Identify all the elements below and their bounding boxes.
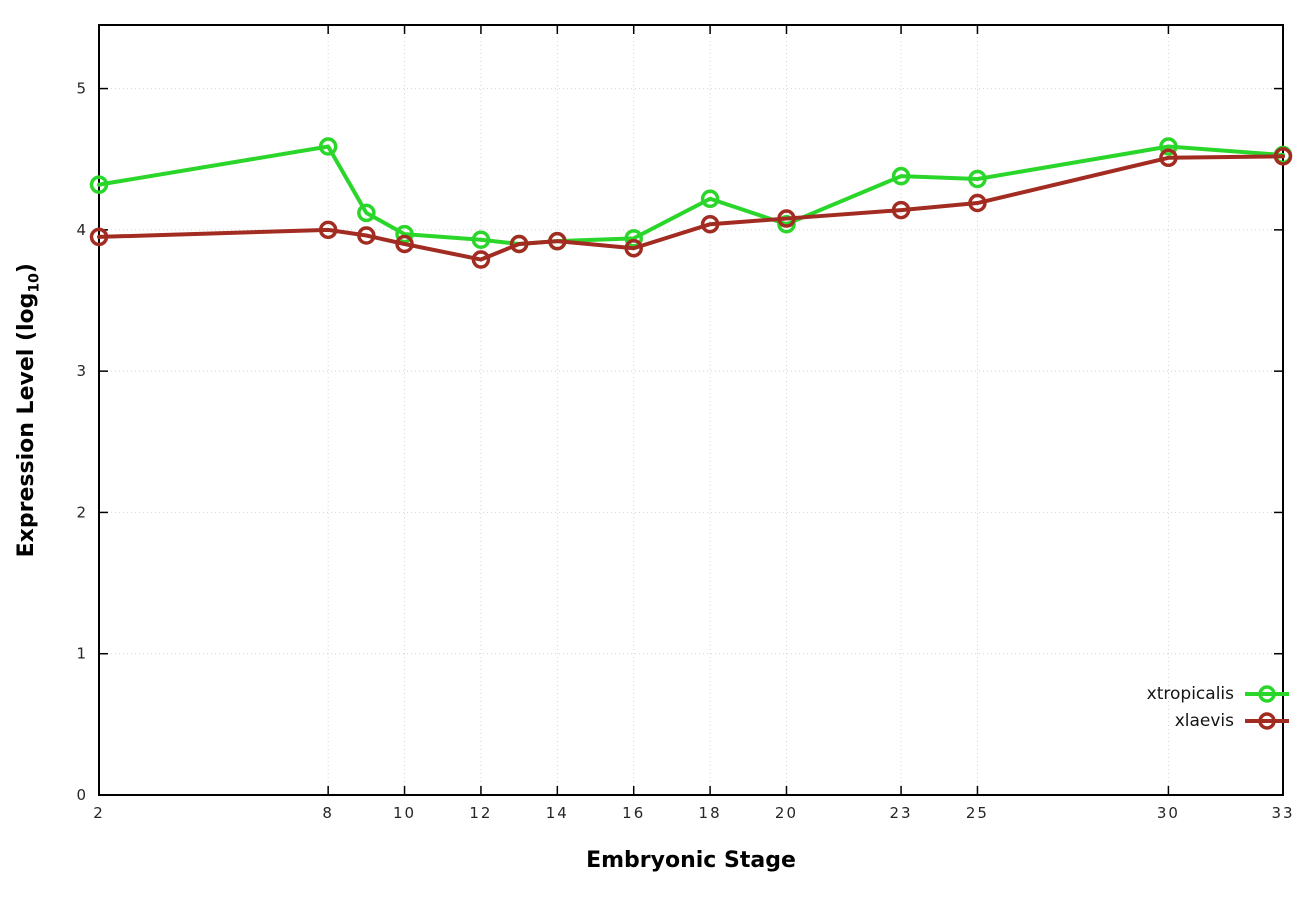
marker-xlaevis bbox=[624, 238, 643, 258]
y-axis-title-subscript: 10 bbox=[26, 272, 43, 293]
y-axis-title-suffix: ) bbox=[13, 262, 39, 273]
marker-xlaevis bbox=[1159, 148, 1178, 168]
legend-label-xlaevis: xlaevis bbox=[1174, 711, 1234, 731]
x-tick-label: 33 bbox=[1271, 804, 1294, 822]
marker-xtropicalis bbox=[624, 229, 643, 248]
marker-xtropicalis bbox=[968, 169, 987, 189]
legend-swatch-xtropicalis bbox=[1245, 685, 1289, 703]
x-tick-label: 25 bbox=[966, 804, 989, 822]
marker-xlaevis bbox=[968, 193, 987, 213]
marker-xtropicalis bbox=[395, 224, 414, 244]
marker-xlaevis bbox=[471, 250, 491, 269]
x-tick-label: 12 bbox=[469, 804, 492, 822]
x-tick-label: 18 bbox=[699, 804, 722, 822]
y-axis-title-prefix: Expression Level (log bbox=[13, 292, 39, 558]
marker-xtropicalis bbox=[318, 137, 338, 156]
marker-xtropicalis bbox=[471, 230, 491, 250]
y-axis-title-text: Expression Level (log10) bbox=[14, 263, 42, 557]
x-tick-label: 30 bbox=[1157, 804, 1180, 822]
x-tick-label: 14 bbox=[546, 804, 569, 822]
x-tick-label: 2 bbox=[93, 804, 105, 822]
legend-item-xtropicalis: xtropicalis bbox=[1147, 684, 1291, 704]
marker-xlaevis bbox=[395, 234, 414, 254]
marker-xtropicalis bbox=[357, 203, 376, 223]
marker-xlaevis bbox=[509, 234, 529, 254]
x-tick-label: 20 bbox=[775, 804, 798, 822]
legend-label-xtropicalis: xtropicalis bbox=[1146, 684, 1234, 704]
legend-item-xlaevis: xlaevis bbox=[1175, 711, 1291, 731]
marker-xtropicalis bbox=[891, 166, 911, 186]
marker-xtropicalis bbox=[1159, 137, 1178, 156]
y-tick-label: 1 bbox=[76, 645, 86, 663]
legend-marker-sample bbox=[1258, 685, 1276, 703]
plot-border bbox=[98, 24, 1284, 796]
y-tick-label: 5 bbox=[76, 80, 86, 98]
x-tick-label: 8 bbox=[322, 804, 334, 822]
y-tick-label: 4 bbox=[76, 221, 86, 239]
y-tick-label: 2 bbox=[76, 503, 86, 521]
legend-marker-sample bbox=[1258, 712, 1276, 730]
x-tick-label: 23 bbox=[890, 804, 913, 822]
x-tick-label: 10 bbox=[393, 804, 416, 822]
legend: xtropicalis xlaevis bbox=[1147, 684, 1291, 731]
legend-swatch-xlaevis bbox=[1245, 712, 1289, 730]
y-tick-label: 0 bbox=[76, 786, 86, 804]
marker-xlaevis bbox=[891, 200, 911, 220]
marker-xlaevis bbox=[548, 231, 567, 251]
marker-xlaevis bbox=[777, 209, 796, 228]
marker-xlaevis bbox=[357, 226, 376, 245]
marker-xlaevis bbox=[318, 220, 338, 240]
marker-xlaevis bbox=[700, 214, 720, 234]
y-axis-title: Expression Level (log10) bbox=[4, 0, 52, 820]
marker-xlaevis bbox=[89, 227, 109, 247]
x-axis-title: Embryonic Stage bbox=[586, 848, 796, 873]
marker-xtropicalis bbox=[89, 175, 109, 194]
marker-xtropicalis bbox=[700, 189, 720, 209]
y-tick-label: 3 bbox=[76, 362, 86, 380]
marker-xlaevis bbox=[1273, 147, 1293, 166]
x-tick-label: 16 bbox=[622, 804, 645, 822]
